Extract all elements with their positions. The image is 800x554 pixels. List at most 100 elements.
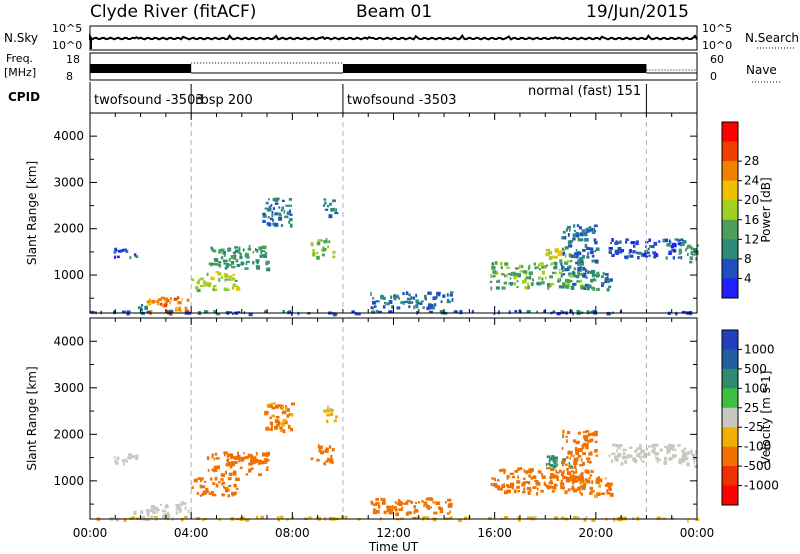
data-cell [653,241,658,246]
data-cell [423,501,428,506]
data-cell [323,198,327,201]
data-cell [504,516,509,520]
data-cell [523,487,526,491]
data-cell [330,412,334,416]
data-cell [446,512,450,515]
data-cell [595,479,599,483]
data-cell [564,490,568,495]
data-cell [678,248,682,252]
data-cell [587,480,590,483]
data-cell [672,249,677,253]
data-cell [570,254,575,258]
data-cell [223,259,228,262]
data-patch [208,245,271,272]
data-cell [386,302,390,306]
data-cell [419,302,423,305]
data-cell [202,477,204,481]
data-cell [529,489,532,492]
data-cell [404,300,409,303]
data-cell [408,305,411,309]
data-cell [584,443,589,447]
data-cell [381,498,386,501]
data-cell [628,252,631,255]
data-cell [274,425,278,430]
data-cell [504,262,509,266]
data-cell [427,507,430,510]
data-cell [576,440,580,444]
data-cell [375,501,380,506]
data-cell [310,242,314,247]
data-cell [541,472,543,476]
data-cell [289,223,293,228]
data-cell [238,246,241,251]
data-cell [459,310,463,315]
data-cell [428,303,432,307]
data-cell [675,311,678,316]
data-cell [239,253,242,257]
data-cell [617,444,622,447]
data-cell [609,492,614,497]
data-cell [690,251,693,255]
data-cell [231,286,235,290]
data-cell [409,301,414,304]
data-cell [579,232,584,237]
data-cell [232,283,236,287]
data-cell [382,305,386,309]
data-cell [216,263,221,267]
data-cell [265,426,270,431]
data-cell [618,251,623,254]
data-cell [492,270,497,274]
data-cell [578,238,583,242]
y-tick-label: 3000 [53,175,84,189]
data-cell [426,504,429,508]
data-cell [636,447,639,452]
data-cell [323,409,327,413]
x-tick-label: 20:00 [579,526,614,540]
data-cell [264,460,268,464]
cpid-segment-label: twofsound -3503 [94,93,204,108]
data-cell [518,265,521,269]
data-cell [517,516,520,519]
data-cell [637,251,642,255]
data-cell [263,255,268,258]
data-cell [232,284,235,288]
data-cell [579,464,583,467]
data-cell [446,293,449,297]
data-cell [519,310,522,314]
data-cell [175,504,180,507]
data-cell [514,470,519,473]
colorbar-tick-label: -500 [744,459,771,473]
data-cell [519,264,524,268]
data-cell [282,418,287,423]
data-cell [258,459,262,464]
data-cell [585,478,588,483]
data-cell [561,471,564,475]
data-cell [248,245,251,248]
data-cell [122,248,125,252]
data-cell [562,251,566,255]
data-cell [415,299,419,304]
data-cell [228,477,232,481]
data-cell [225,463,230,467]
data-cell [590,247,594,252]
data-cell [115,518,120,522]
data-cell [175,507,180,511]
data-cell [559,482,565,486]
data-cell [558,285,563,289]
data-cell [223,253,226,257]
colorbar-segment [722,219,738,240]
data-cell [684,457,689,461]
data-cell [285,204,290,207]
data-cell [553,461,557,465]
data-cell [413,505,416,509]
data-cell [224,453,226,457]
colorbar-tick-label: -25 [744,420,764,434]
data-cell [586,270,590,275]
data-cell [632,250,636,254]
data-cell [588,477,591,480]
data-cell [606,482,611,487]
data-cell [394,501,397,504]
data-cell [508,310,511,315]
data-cell [238,458,241,463]
data-cell [400,508,403,511]
